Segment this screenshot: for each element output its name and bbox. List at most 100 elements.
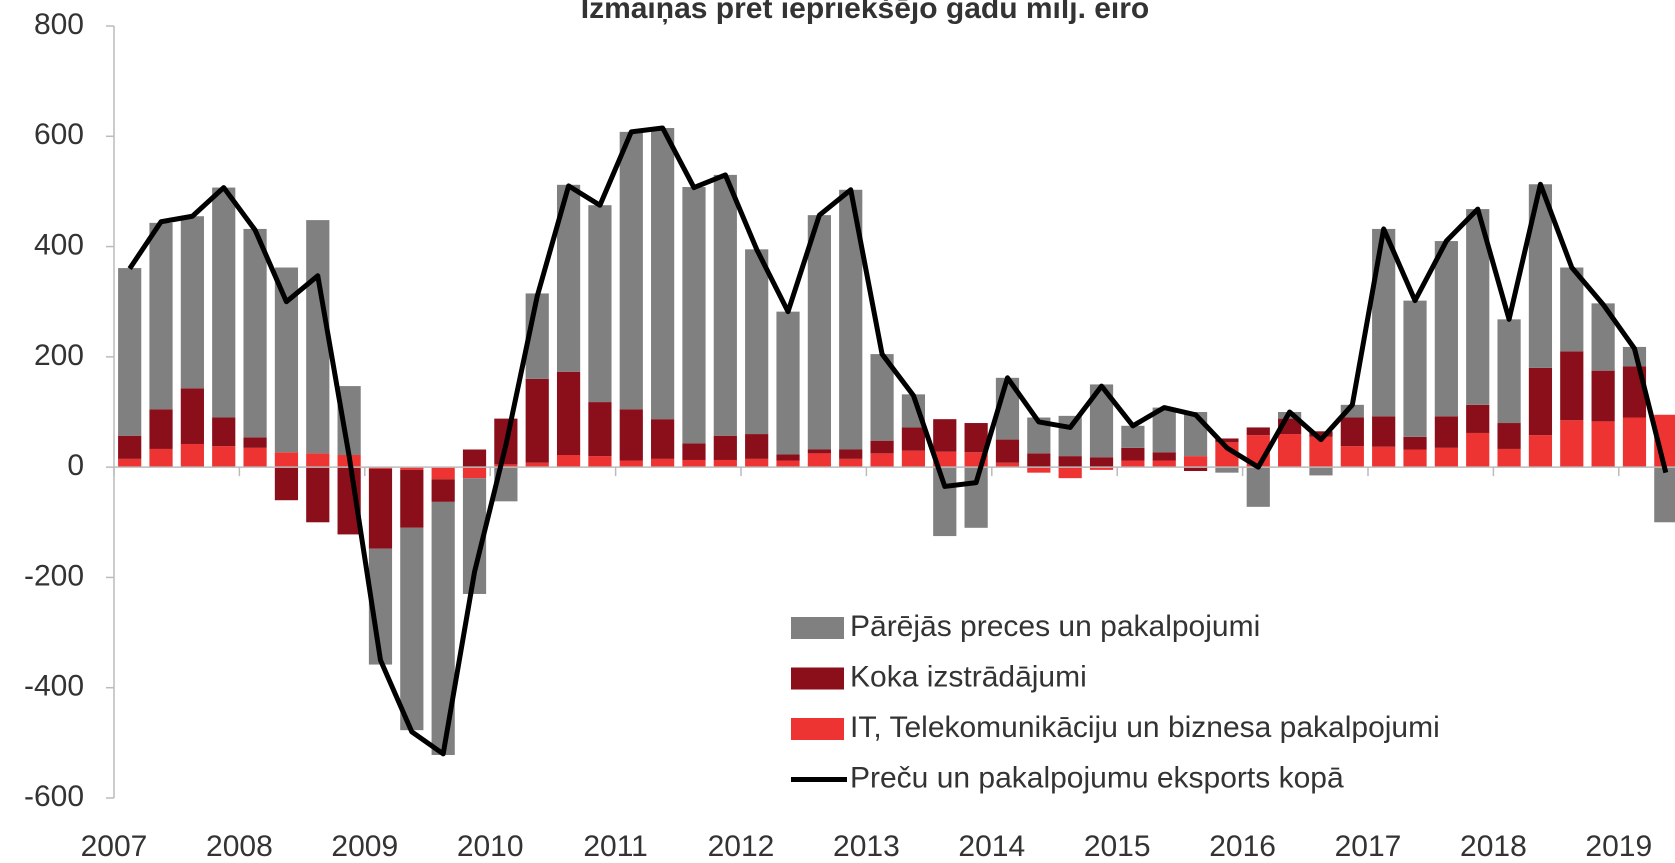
bar xyxy=(1497,319,1521,424)
bar xyxy=(995,439,1020,463)
bar xyxy=(933,419,957,452)
bar xyxy=(1528,367,1553,436)
bar xyxy=(713,174,737,436)
bar xyxy=(807,215,831,450)
bar xyxy=(1089,467,1114,470)
legend-swatch xyxy=(791,617,844,639)
legend-label: Preču un pakalpojumu eksports kopā xyxy=(850,761,1344,794)
bar xyxy=(180,216,204,389)
bar xyxy=(1434,447,1458,468)
bar xyxy=(149,409,173,449)
bar xyxy=(1121,460,1145,468)
x-tick-label: 2017 xyxy=(1335,830,1402,863)
bar xyxy=(1152,452,1176,461)
y-tick-label: -600 xyxy=(24,780,84,813)
y-tick-label: 200 xyxy=(34,339,84,372)
bar xyxy=(1497,423,1521,449)
bar xyxy=(651,458,675,468)
bar xyxy=(431,467,455,480)
x-tick-label: 2013 xyxy=(833,830,900,863)
bar xyxy=(1183,467,1208,472)
bar xyxy=(1560,267,1584,352)
legend-label: IT, Telekomunikāciju un biznesa pakalpoj… xyxy=(850,711,1440,744)
legend-swatch xyxy=(791,718,844,740)
x-tick-label: 2007 xyxy=(81,830,148,863)
bar xyxy=(118,435,142,459)
bar xyxy=(337,386,361,456)
bar xyxy=(556,184,581,372)
bar xyxy=(274,267,299,453)
bar xyxy=(118,268,142,436)
bar xyxy=(243,228,267,438)
bar xyxy=(1622,417,1647,468)
bar xyxy=(619,131,643,410)
bar xyxy=(964,423,988,453)
bar xyxy=(1309,436,1333,468)
bar xyxy=(1560,351,1584,421)
bar xyxy=(1340,446,1364,468)
bar xyxy=(776,460,800,468)
bar xyxy=(870,440,894,454)
bar xyxy=(839,189,863,450)
bar xyxy=(776,454,800,461)
legend-label: Koka izstrādājumi xyxy=(850,660,1087,693)
bar xyxy=(1560,420,1584,468)
bar xyxy=(651,419,675,459)
bar xyxy=(400,467,424,470)
bar xyxy=(1246,467,1270,507)
bar xyxy=(1466,432,1490,468)
bar xyxy=(1528,184,1553,368)
bar xyxy=(1309,431,1333,437)
bar xyxy=(556,371,581,456)
bar xyxy=(1027,453,1051,468)
bar xyxy=(1403,449,1427,468)
y-tick-label: 800 xyxy=(34,8,84,41)
bar xyxy=(525,378,549,463)
bar xyxy=(494,464,518,468)
bar xyxy=(870,354,894,441)
bar xyxy=(682,443,706,460)
bar xyxy=(807,449,831,454)
x-tick-label: 2016 xyxy=(1209,830,1276,863)
bar xyxy=(556,455,581,468)
bar xyxy=(1434,416,1458,448)
bar xyxy=(682,187,706,444)
bar xyxy=(995,462,1020,468)
bar xyxy=(1591,370,1615,422)
bar xyxy=(149,222,173,410)
bar xyxy=(1121,425,1145,448)
y-tick-label: 400 xyxy=(34,228,84,261)
bar xyxy=(745,434,769,459)
bar xyxy=(1372,446,1396,468)
x-tick-label: 2009 xyxy=(331,830,398,863)
x-tick-label: 2008 xyxy=(206,830,273,863)
x-tick-label: 2014 xyxy=(958,830,1025,863)
bar xyxy=(1278,434,1302,468)
bar xyxy=(807,453,831,468)
bar xyxy=(243,437,267,448)
bar xyxy=(1246,427,1270,436)
bar xyxy=(1372,228,1396,417)
bar xyxy=(1654,467,1675,523)
bar xyxy=(776,311,800,455)
bar xyxy=(1183,412,1208,457)
bar xyxy=(243,447,267,468)
bar xyxy=(619,460,643,468)
bar xyxy=(1309,467,1333,476)
bar xyxy=(306,467,330,523)
x-tick-label: 2019 xyxy=(1585,830,1652,863)
bar xyxy=(212,446,236,468)
bar xyxy=(1591,421,1615,468)
bar xyxy=(839,458,863,468)
line xyxy=(127,125,1669,757)
bar xyxy=(1089,457,1114,468)
bar xyxy=(431,479,455,502)
bar xyxy=(180,443,204,468)
bar xyxy=(368,467,393,469)
bar xyxy=(212,187,236,418)
x-tick-label: 2015 xyxy=(1084,830,1151,863)
bar xyxy=(1058,415,1082,457)
y-tick-label: -200 xyxy=(24,559,84,592)
bar xyxy=(118,458,142,468)
bar xyxy=(462,449,487,468)
